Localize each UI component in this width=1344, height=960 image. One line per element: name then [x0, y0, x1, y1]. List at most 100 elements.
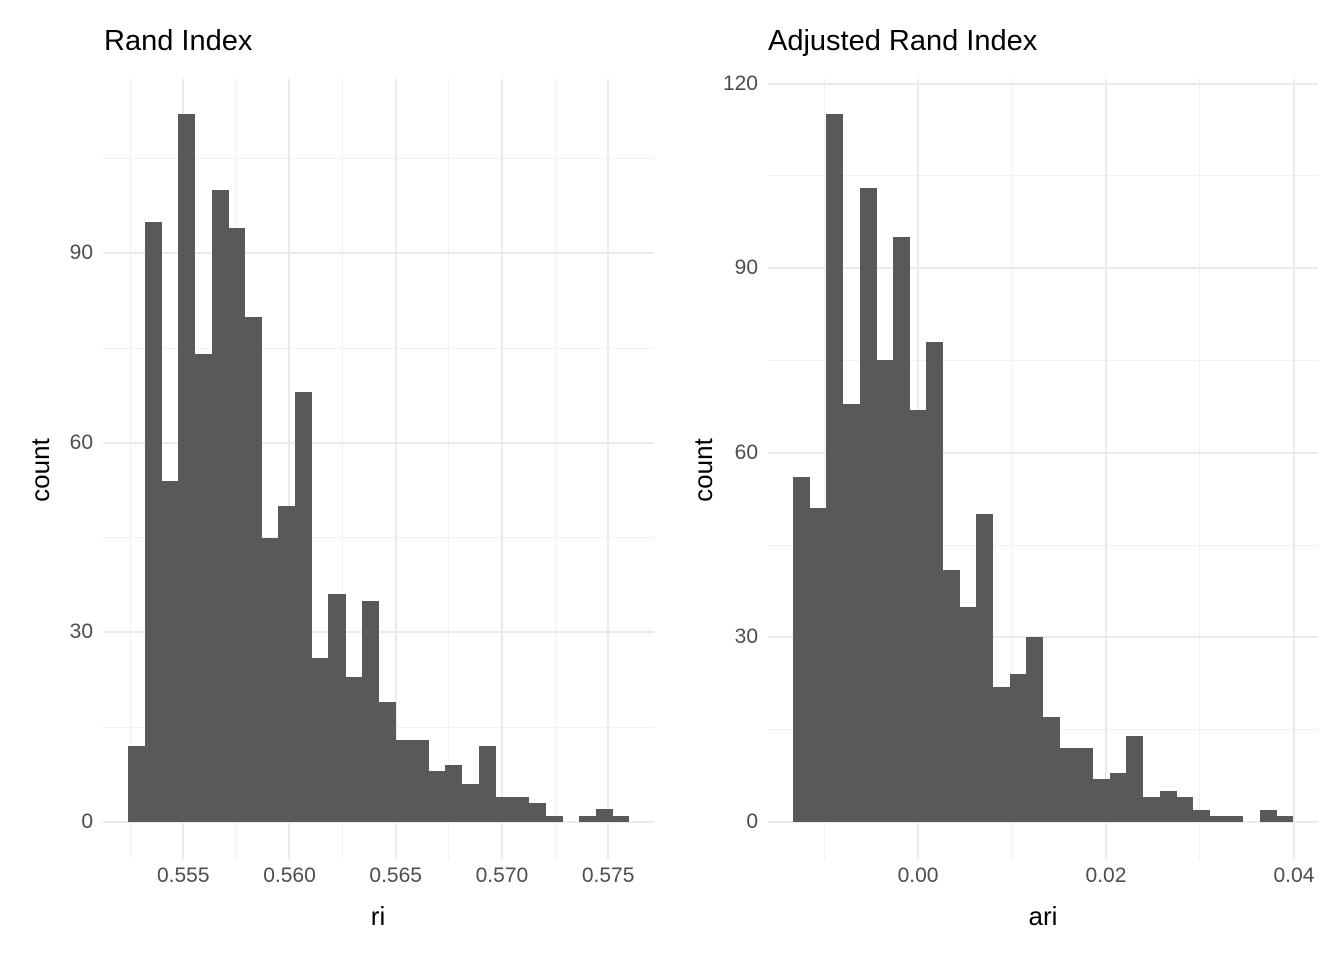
page-title: Rand Index	[104, 25, 253, 57]
histogram-bar	[278, 506, 296, 822]
gridline-minor-x	[823, 79, 825, 859]
histogram-bar	[793, 477, 811, 822]
histogram-bar	[495, 796, 513, 822]
gridline-minor-x	[554, 79, 556, 859]
y-tick-label: 0	[746, 809, 758, 833]
histogram-bar	[378, 701, 396, 822]
histogram-bar	[461, 783, 480, 822]
histogram-bar	[976, 514, 994, 822]
y-tick-label: 30	[734, 625, 758, 649]
x-tick-label: 0.00	[897, 864, 939, 887]
y-tick-label: 0	[81, 809, 93, 833]
histogram-bar	[992, 686, 1011, 822]
gridline-major-y	[103, 252, 654, 255]
gridline-major-x	[607, 79, 610, 859]
histogram-bar	[1026, 637, 1044, 822]
histogram-bar	[1259, 809, 1277, 822]
gridline-major-y	[768, 82, 1318, 85]
histogram-bar	[892, 237, 911, 822]
y-tick-label: 90	[734, 256, 758, 280]
histogram-bar	[428, 771, 446, 822]
gridline-major-x	[1292, 79, 1295, 859]
gridline-minor-y	[768, 544, 1318, 546]
gridline-minor-y	[103, 347, 654, 349]
x-tick-label: 0.575	[581, 864, 635, 887]
histogram-bar	[578, 815, 597, 822]
histogram-bar	[345, 676, 363, 822]
histogram-bar	[1126, 735, 1144, 822]
gridline-minor-y	[768, 175, 1318, 177]
histogram-bar	[1076, 748, 1094, 822]
histogram-bar	[1192, 809, 1211, 822]
histogram-bar	[328, 594, 346, 822]
x-tick-label: 0.570	[475, 864, 529, 887]
histogram-bar	[1176, 797, 1194, 822]
histogram-bar	[528, 802, 546, 822]
histogram-bar	[876, 360, 894, 822]
y-tick-label: 60	[69, 430, 93, 454]
histogram-bar	[295, 392, 313, 822]
gridline-major-y	[103, 820, 654, 823]
y-tick-label: 30	[69, 620, 93, 644]
gridline-minor-y	[768, 359, 1318, 361]
histogram-bar	[612, 815, 630, 822]
gridline-major-x	[288, 79, 291, 859]
histogram-bar	[261, 537, 279, 822]
gridline-major-x	[394, 79, 397, 859]
y-tick-label: 120	[722, 71, 758, 95]
plot-rand-index: Rand Index count ri 0 30 60 90 0.555 0.560 0.5…	[25, 25, 654, 931]
histogram-bar	[942, 569, 961, 822]
gridline-minor-x	[129, 79, 131, 859]
gridline-major-y	[768, 451, 1318, 454]
histogram-bar	[1042, 717, 1061, 822]
x-axis-title: ari	[1028, 901, 1058, 931]
gridline-major-y	[768, 820, 1318, 823]
histogram-bar	[395, 739, 413, 822]
histogram-bar	[128, 746, 146, 822]
x-tick-label: 0.565	[369, 864, 422, 887]
histogram-bar	[842, 403, 861, 822]
histogram-bar	[1209, 815, 1227, 822]
x-tick-label: 0.02	[1085, 864, 1127, 887]
histogram-bar	[826, 114, 844, 822]
histogram-bar	[1159, 791, 1177, 822]
histogram-bar	[228, 228, 246, 822]
gridline-major-x	[1104, 79, 1107, 859]
plot-adjusted-rand-index: Adjusted Rand Index count ari 0 30 60 90 120…	[672, 0, 1344, 960]
gridline-major-y	[103, 441, 654, 444]
gridline-minor-x	[1199, 79, 1201, 859]
x-tick-label: 0.560	[263, 864, 316, 887]
histogram-bar	[959, 606, 977, 822]
gridline-minor-x	[342, 79, 344, 859]
histogram-bar	[926, 341, 944, 822]
histogram-bar	[545, 815, 563, 822]
histogram-bar	[144, 221, 162, 822]
histogram-bar	[1226, 815, 1244, 822]
histogram-bar	[1109, 772, 1127, 822]
histogram-bar	[211, 190, 229, 822]
histogram-bar	[244, 316, 263, 822]
histogram-bar	[1142, 797, 1161, 822]
histogram-bar	[361, 600, 379, 822]
histogram-bar	[161, 480, 179, 822]
x-axis-title: ri	[370, 901, 386, 931]
histogram-bar	[194, 354, 213, 822]
histogram-bar	[909, 409, 927, 822]
histogram-bar	[809, 508, 827, 822]
histogram-bar	[595, 809, 613, 822]
gridline-major-y	[768, 267, 1318, 270]
histogram-bar	[1092, 778, 1111, 822]
x-tick-label: 0.555	[156, 864, 210, 887]
y-tick-label: 90	[69, 241, 93, 265]
x-tick-label: 0.04	[1273, 864, 1315, 887]
histogram-bar	[411, 739, 430, 822]
y-tick-label: 60	[734, 440, 758, 464]
histogram-bar	[1009, 674, 1027, 822]
histogram-bar	[1276, 815, 1294, 822]
histogram-bar	[512, 796, 530, 822]
gridline-minor-x	[448, 79, 450, 859]
gridline-minor-y	[103, 537, 654, 539]
histogram-bar	[1059, 748, 1077, 822]
gridline-major-x	[500, 79, 503, 859]
